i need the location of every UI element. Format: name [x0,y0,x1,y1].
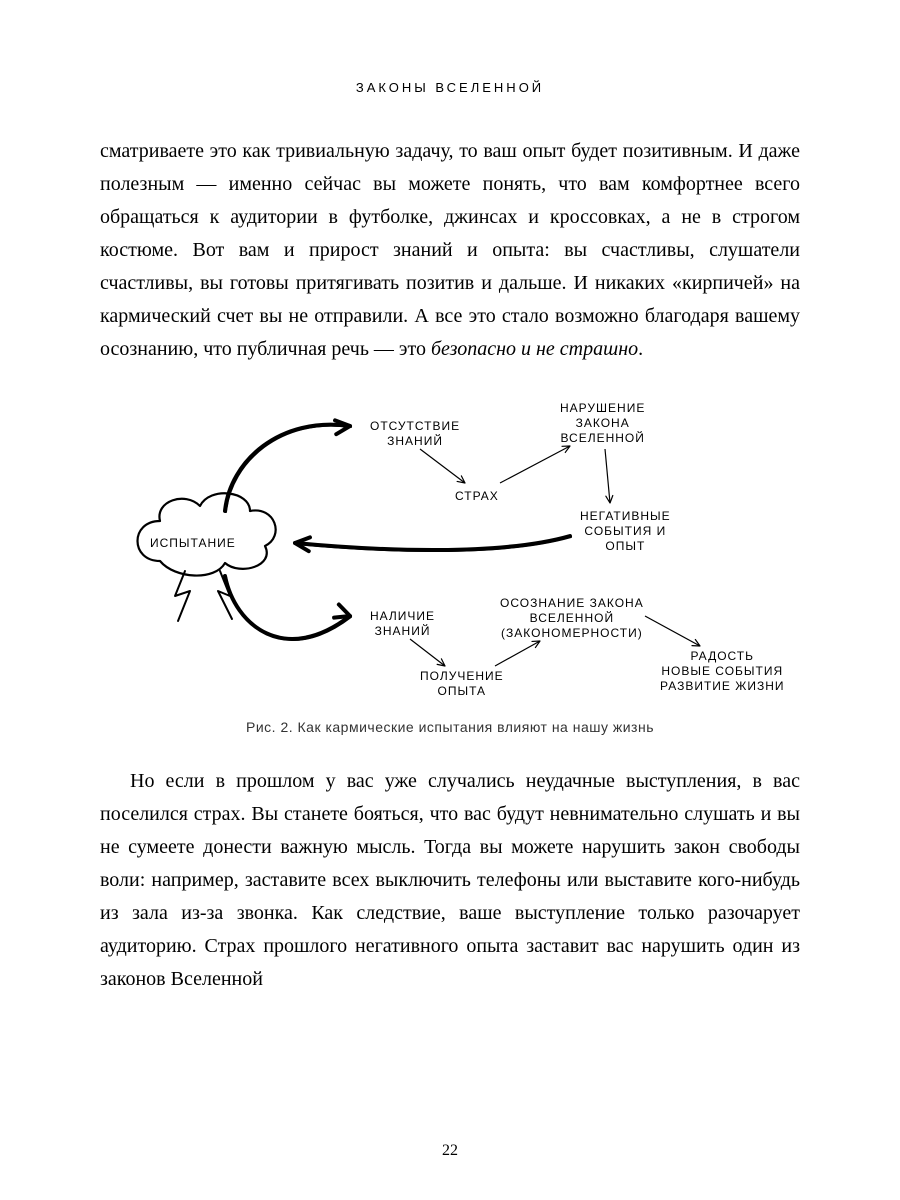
running-head: ЗАКОНЫ ВСЕЛЕННОЙ [100,80,800,95]
p1-seg-b-italic: безопасно и не страшно [431,338,638,360]
diagram-container: ИСПЫТАНИЕ ОТСУТСТВИЕ ЗНАНИЙ НАРУШЕНИЕ ЗАКО… [100,391,800,735]
body-paragraph-2: Но если в прошлом у вас уже случались не… [100,765,800,996]
diagram-node-presence: НАЛИЧИЕ ЗНАНИЙ [370,609,435,639]
p2-text: Но если в прошлом у вас уже случались не… [100,765,800,996]
p1-seg-c: . [638,338,643,360]
body-paragraph-1: сматриваете это как тривиальную задачу, … [100,135,800,366]
diagram-node-absence: ОТСУТСТВИЕ ЗНАНИЙ [370,419,460,449]
diagram-node-experience: ПОЛУЧЕНИЕ ОПЫТА [420,669,504,699]
diagram-node-joy: РАДОСТЬ НОВЫЕ СОБЫТИЯ РАЗВИТИЕ ЖИЗНИ [660,649,784,694]
diagram-node-violation: НАРУШЕНИЕ ЗАКОНА ВСЕЛЕННОЙ [560,401,645,446]
diagram-node-negative: НЕГАТИВНЫЕ СОБЫТИЯ И ОПЫТ [580,509,671,554]
diagram-caption: Рис. 2. Как кармические испытания влияют… [100,719,800,735]
diagram-node-ispytanie: ИСПЫТАНИЕ [150,536,236,551]
flowchart-diagram: ИСПЫТАНИЕ ОТСУТСТВИЕ ЗНАНИЙ НАРУШЕНИЕ ЗАКО… [100,391,800,711]
diagram-node-awareness: ОСОЗНАНИЕ ЗАКОНА ВСЕЛЕННОЙ (ЗАКОНОМЕРНОС… [500,596,644,641]
p1-seg-a: сматриваете это как тривиальную задачу, … [100,140,800,360]
page-number: 22 [0,1142,900,1160]
diagram-node-fear: СТРАХ [455,489,499,504]
